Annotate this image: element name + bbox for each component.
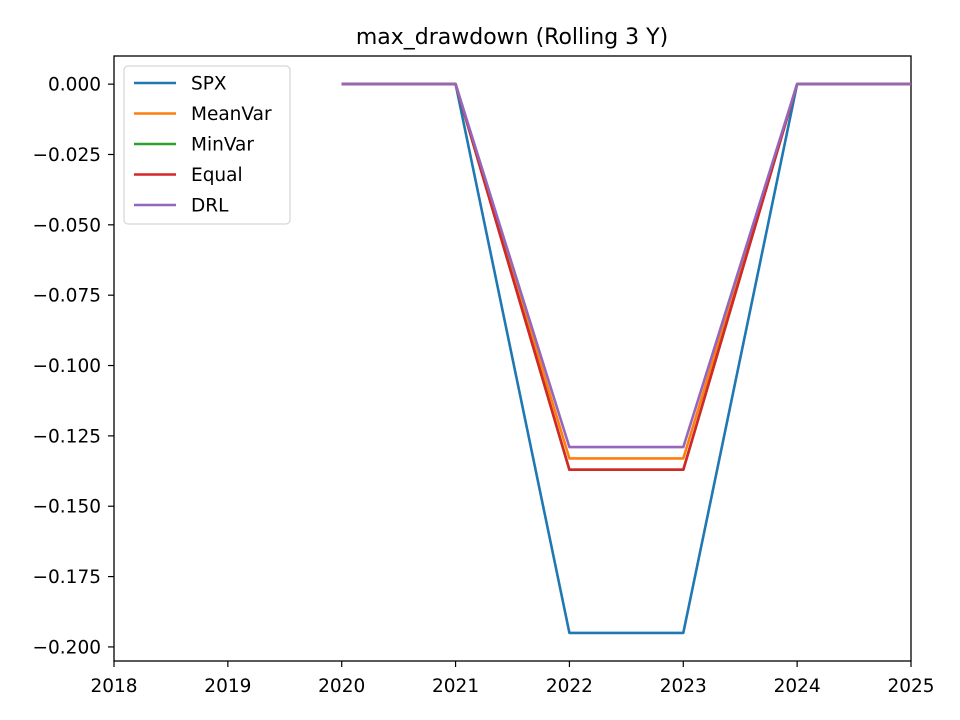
y-tick-label: −0.050 — [33, 215, 101, 236]
y-axis: 0.000 −0.025 −0.050 −0.075 −0.100 −0.125 −0.15… — [33, 75, 114, 658]
y-tick-label: −0.200 — [33, 637, 101, 658]
legend-label-spx: SPX — [191, 74, 227, 95]
series-lines — [341, 82, 911, 635]
legend-box — [123, 65, 291, 225]
legend-label-drl: DRL — [191, 196, 229, 217]
x-tick-label: 2021 — [432, 676, 479, 697]
x-tick-label: 2019 — [204, 676, 251, 697]
x-tick-label: 2022 — [546, 676, 593, 697]
y-tick-label: −0.100 — [33, 356, 101, 377]
x-axis: 2018 2019 2020 2021 2022 2023 2024 2025 — [90, 661, 935, 697]
x-tick-label: 2020 — [318, 676, 365, 697]
y-tick-label: −0.075 — [33, 286, 101, 307]
series-line-spx — [341, 82, 911, 635]
y-tick-label: −0.150 — [33, 497, 101, 518]
x-tick-label: 2025 — [887, 676, 934, 697]
series-line-drl — [341, 82, 911, 449]
y-tick-label: 0.000 — [48, 75, 101, 96]
legend-label-equal: Equal — [191, 165, 243, 186]
y-tick-label: −0.025 — [33, 145, 101, 166]
series-line-equal — [341, 82, 911, 472]
legend: SPX MeanVar MinVar Equal DRL — [123, 65, 291, 225]
chart-title: max_drawdown (Rolling 3 Y) — [356, 25, 668, 50]
y-tick-label: −0.175 — [33, 567, 101, 588]
axes-frame — [113, 55, 912, 662]
x-tick-label: 2018 — [90, 676, 137, 697]
legend-label-meanvar: MeanVar — [191, 104, 272, 125]
series-line-meanvar — [341, 82, 911, 460]
x-tick-label: 2023 — [660, 676, 707, 697]
x-tick-label: 2024 — [774, 676, 821, 697]
plot-area — [113, 55, 912, 662]
y-tick-label: −0.125 — [33, 426, 101, 447]
series-line-minvar — [341, 82, 911, 472]
legend-label-minvar: MinVar — [191, 135, 254, 156]
